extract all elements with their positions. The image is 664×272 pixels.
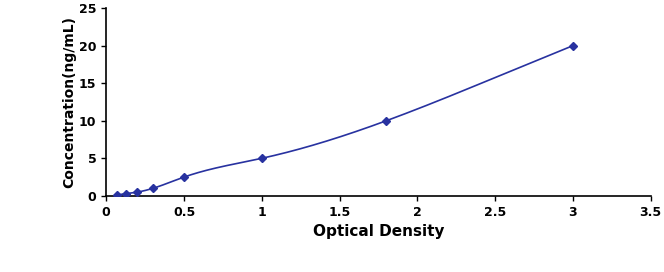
X-axis label: Optical Density: Optical Density <box>313 224 444 239</box>
Y-axis label: Concentration(ng/mL): Concentration(ng/mL) <box>62 16 76 188</box>
